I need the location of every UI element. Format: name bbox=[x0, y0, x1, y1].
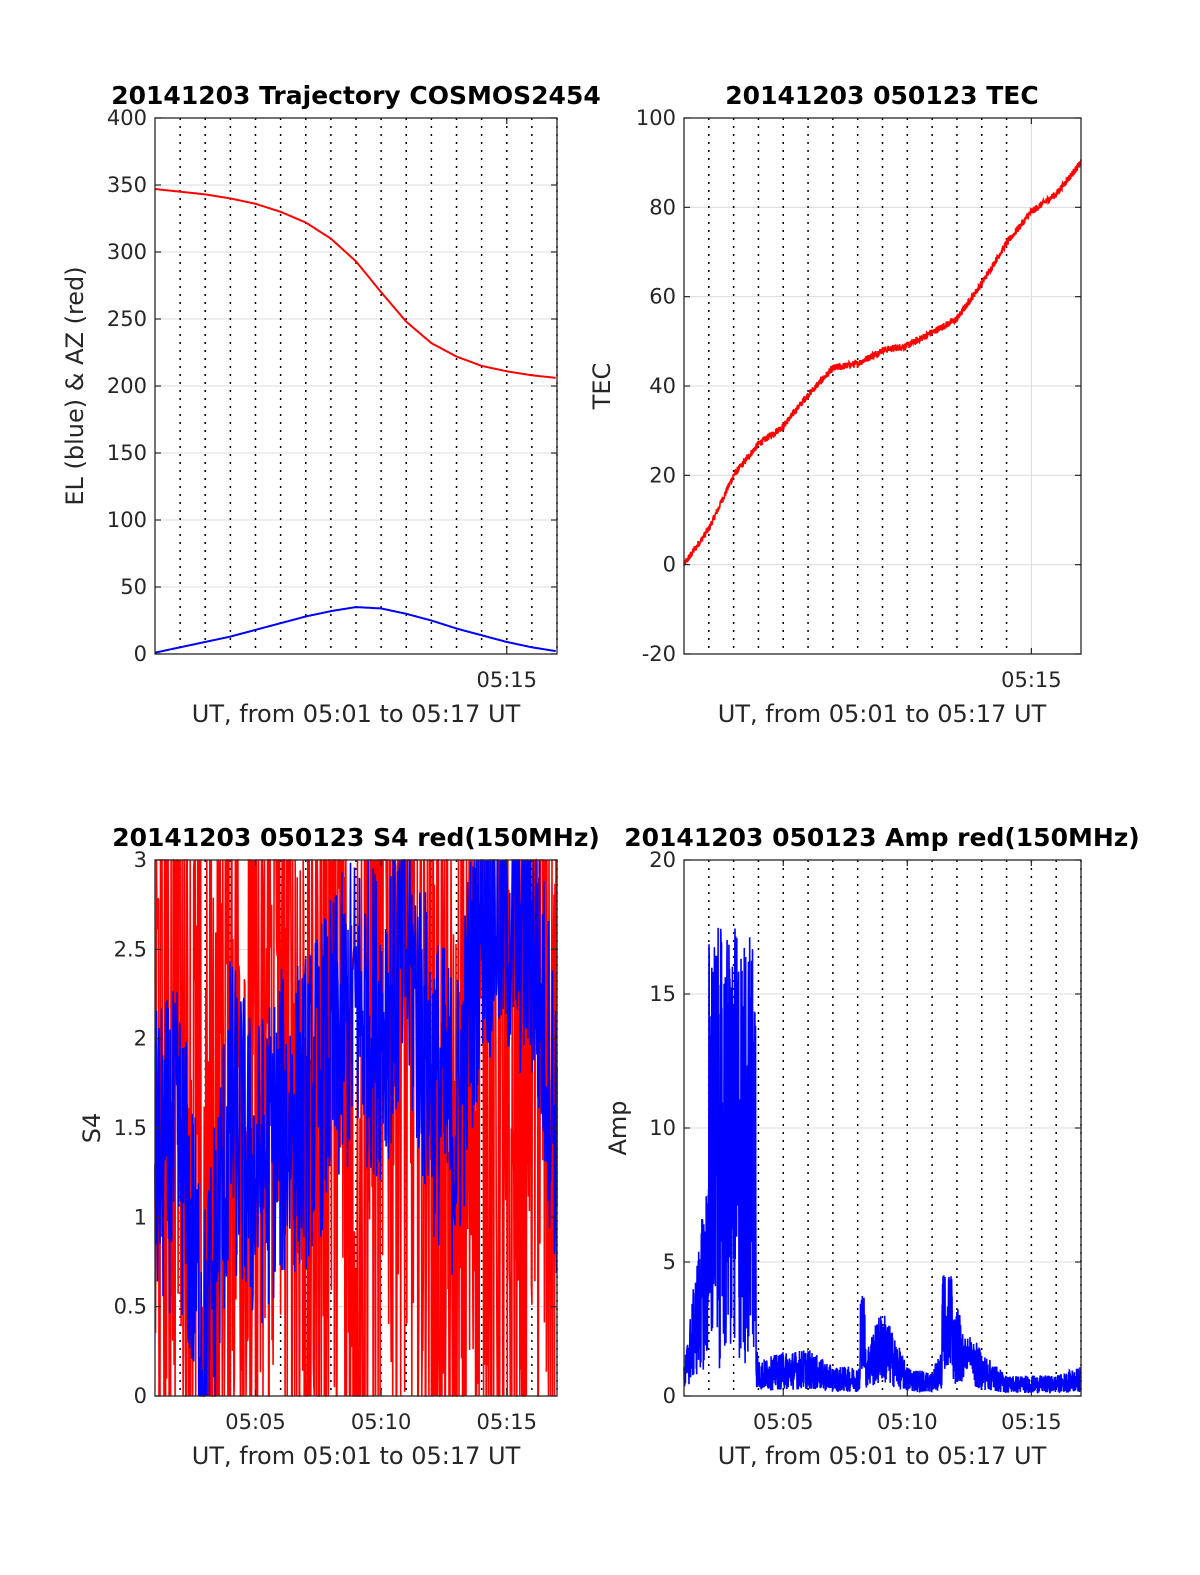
x-tick-label: 05:10 bbox=[877, 1410, 938, 1434]
y-tick-label: 250 bbox=[107, 307, 147, 331]
x-tick-label: 05:15 bbox=[476, 668, 537, 692]
chart-tec: -20 0 20 40 60 80 100 05:15 20141203 050123 TEC… bbox=[588, 81, 1082, 728]
x-axis-label: UT, from 05:01 to 05:17 UT bbox=[718, 1442, 1047, 1470]
series-group bbox=[683, 159, 1082, 566]
y-tick-label: 200 bbox=[107, 374, 147, 398]
y-tick-label: 20 bbox=[649, 848, 676, 872]
chart-s4: 0 0.5 1 1.5 2 2.5 3 05:05 05:10 05:15 20141203 05… bbox=[78, 823, 600, 1470]
y-tick-label: 40 bbox=[649, 374, 676, 398]
chart-title: 20141203 050123 S4 red(150MHz) bbox=[112, 823, 600, 852]
x-tick-label: 05:10 bbox=[351, 1410, 412, 1434]
x-tick-label: 05:05 bbox=[225, 1410, 286, 1434]
chart-title: 20141203 Trajectory COSMOS2454 bbox=[111, 81, 601, 110]
x-tick-label: 05:15 bbox=[1001, 668, 1062, 692]
y-tick-label: 5 bbox=[663, 1250, 676, 1274]
y-tick-label: 80 bbox=[649, 195, 676, 219]
x-axis-label: UT, from 05:01 to 05:17 UT bbox=[192, 1442, 521, 1470]
y-tick-label: 100 bbox=[107, 508, 147, 532]
series-line-1 bbox=[154, 859, 558, 1397]
y-tick-label: 100 bbox=[636, 106, 676, 130]
y-tick-label: 350 bbox=[107, 173, 147, 197]
y-tick-label: 1.5 bbox=[114, 1116, 147, 1140]
x-axis-label: UT, from 05:01 to 05:17 UT bbox=[192, 700, 521, 728]
x-tick-label: 05:15 bbox=[1001, 1410, 1062, 1434]
y-tick-label: 20 bbox=[649, 463, 676, 487]
y-tick-label: 2 bbox=[134, 1027, 147, 1051]
y-tick-label: 0 bbox=[663, 1384, 676, 1408]
y-tick-label: 1 bbox=[134, 1205, 147, 1229]
y-tick-label: 0 bbox=[134, 1384, 147, 1408]
y-tick-label: 0.5 bbox=[114, 1295, 147, 1319]
y-tick-label: 15 bbox=[649, 982, 676, 1006]
series-line-0 bbox=[683, 159, 1082, 566]
tick-group: 0 50 100 150 200 250 300 350 400 05:15 bbox=[107, 106, 557, 692]
y-tick-label: 3 bbox=[134, 848, 147, 872]
y-tick-label: -20 bbox=[642, 642, 676, 666]
y-axis-label: TEC bbox=[588, 363, 616, 411]
y-tick-label: 10 bbox=[649, 1116, 676, 1140]
chart-amp: 0 5 10 15 20 05:05 05:10 05:15 20141203 050123 … bbox=[604, 823, 1140, 1470]
series-line-1 bbox=[154, 606, 556, 654]
tick-group: 0 0.5 1 1.5 2 2.5 3 05:05 05:10 05:15 bbox=[114, 848, 557, 1434]
y-tick-label: 400 bbox=[107, 106, 147, 130]
series-group bbox=[683, 927, 1082, 1394]
y-tick-label: 0 bbox=[663, 553, 676, 577]
y-tick-label: 300 bbox=[107, 240, 147, 264]
x-tick-label: 05:15 bbox=[476, 1410, 537, 1434]
chart-title: 20141203 050123 TEC bbox=[725, 81, 1038, 110]
chart-title: 20141203 050123 Amp red(150MHz) bbox=[624, 823, 1140, 852]
x-tick-label: 05:05 bbox=[753, 1410, 814, 1434]
y-tick-label: 2.5 bbox=[114, 937, 147, 961]
chart-trajectory: 0 50 100 150 200 250 300 350 400 05:15 20141203 T… bbox=[61, 81, 601, 728]
series-line-0 bbox=[154, 188, 556, 379]
tick-group: 0 5 10 15 20 05:05 05:10 05:15 bbox=[649, 848, 1081, 1434]
minute-marker-lines bbox=[708, 118, 1032, 654]
y-tick-label: 0 bbox=[134, 642, 147, 666]
series-group bbox=[154, 188, 556, 654]
y-tick-label: 50 bbox=[120, 575, 147, 599]
x-axis-label: UT, from 05:01 to 05:17 UT bbox=[718, 700, 1047, 728]
y-tick-label: 60 bbox=[649, 285, 676, 309]
y-axis-label: S4 bbox=[78, 1113, 106, 1144]
y-tick-label: 150 bbox=[107, 441, 147, 465]
series-line-0 bbox=[683, 927, 1082, 1394]
y-axis-label: EL (blue) & AZ (red) bbox=[61, 266, 89, 505]
y-axis-label: Amp bbox=[604, 1100, 632, 1155]
tick-group: -20 0 20 40 60 80 100 05:15 bbox=[636, 106, 1081, 692]
